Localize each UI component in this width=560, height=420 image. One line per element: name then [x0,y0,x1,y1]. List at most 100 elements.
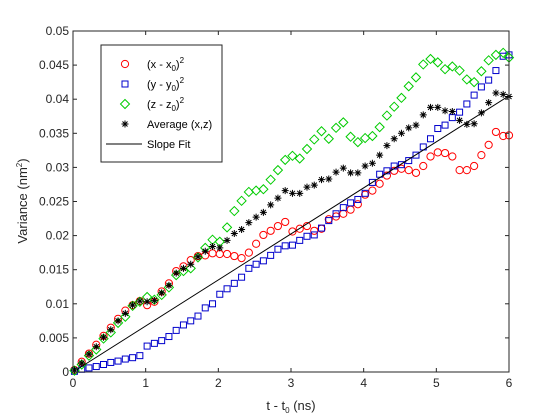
data-point [470,91,478,99]
data-point [456,108,464,116]
data-point [296,236,304,244]
data-point [274,194,282,202]
data-point [388,101,400,112]
data-point [432,57,443,68]
data-point [150,296,158,304]
data-point [150,339,158,347]
data-point [252,260,260,268]
data-point [434,103,442,111]
data-point [325,175,333,183]
data-point [397,161,405,169]
data-point [463,100,471,108]
data-point [129,301,137,309]
y-tick-label: 0.045 [39,58,69,72]
data-point [156,289,167,301]
data-point [114,357,122,365]
data-point [427,103,435,111]
data-point [303,232,311,240]
data-point [454,65,465,76]
data-point [143,342,151,350]
data-point [448,152,457,161]
data-point [303,183,311,191]
data-point [112,317,124,329]
data-point [418,59,429,70]
data-point [114,317,122,325]
data-point [477,151,486,160]
data-point [405,124,413,132]
data-point [468,76,480,88]
x-tick-label: 1 [142,376,149,390]
data-point [273,221,283,231]
data-point [347,169,355,177]
data-point [223,236,231,244]
data-point [92,343,100,351]
data-point [163,282,175,293]
data-point [434,125,442,133]
data-point [354,169,362,177]
data-point [272,164,284,176]
y-tick-label: 0.01 [46,297,70,311]
data-point [121,309,129,317]
data-point [78,359,86,367]
legend-label: (x - x0)2 [147,56,185,73]
data-point [259,230,268,240]
data-point [463,120,471,128]
data-point [187,260,195,268]
data-point [185,263,196,274]
data-point [376,151,384,159]
data-point [295,224,304,233]
data-point [91,344,102,355]
data-point [339,204,347,212]
series-3 [69,47,515,376]
data-point [105,327,116,338]
y-tick-label: 0.035 [39,126,69,140]
data-point [237,254,246,263]
data-point [136,352,144,360]
data-point [187,317,195,325]
data-point [216,244,224,252]
legend-entry: (z - z0)2 [119,96,185,113]
data-point [381,110,393,121]
data-point [296,189,304,197]
data-point [367,130,378,142]
x-tick-label: 0 [70,376,77,390]
data-point [244,248,253,257]
data-point [172,326,180,334]
x-tick-label: 2 [215,376,222,390]
data-point [236,195,247,207]
data-point [338,117,349,128]
slope-fit-line [72,95,510,373]
data-point [318,224,326,232]
data-point [288,227,297,236]
data-point [165,333,173,341]
data-point [492,89,500,97]
data-point [274,245,282,253]
data-point [470,161,479,171]
data-point [85,364,93,372]
data-point [194,253,202,261]
axes [72,30,510,373]
data-point [252,239,261,248]
data-point [136,297,144,305]
data-point [368,159,376,167]
data-point [347,199,355,207]
data-point [375,179,384,188]
data-point [267,201,275,209]
data-point [411,168,421,177]
data-point [396,92,407,104]
y-axis-label: Variance (nm2) [15,158,30,243]
data-point [374,121,385,133]
data-point [331,212,341,221]
data-point [426,152,435,161]
data-point [323,133,334,144]
legend-entry: Slope Fit [106,139,190,151]
data-point [318,176,326,184]
data-point [361,162,369,170]
data-point [427,135,435,143]
data-point [178,265,189,277]
data-point [121,355,129,363]
legend-label: Slope Fit [147,139,190,151]
data-point [352,136,364,148]
data-point [397,129,405,137]
data-point [405,157,413,165]
